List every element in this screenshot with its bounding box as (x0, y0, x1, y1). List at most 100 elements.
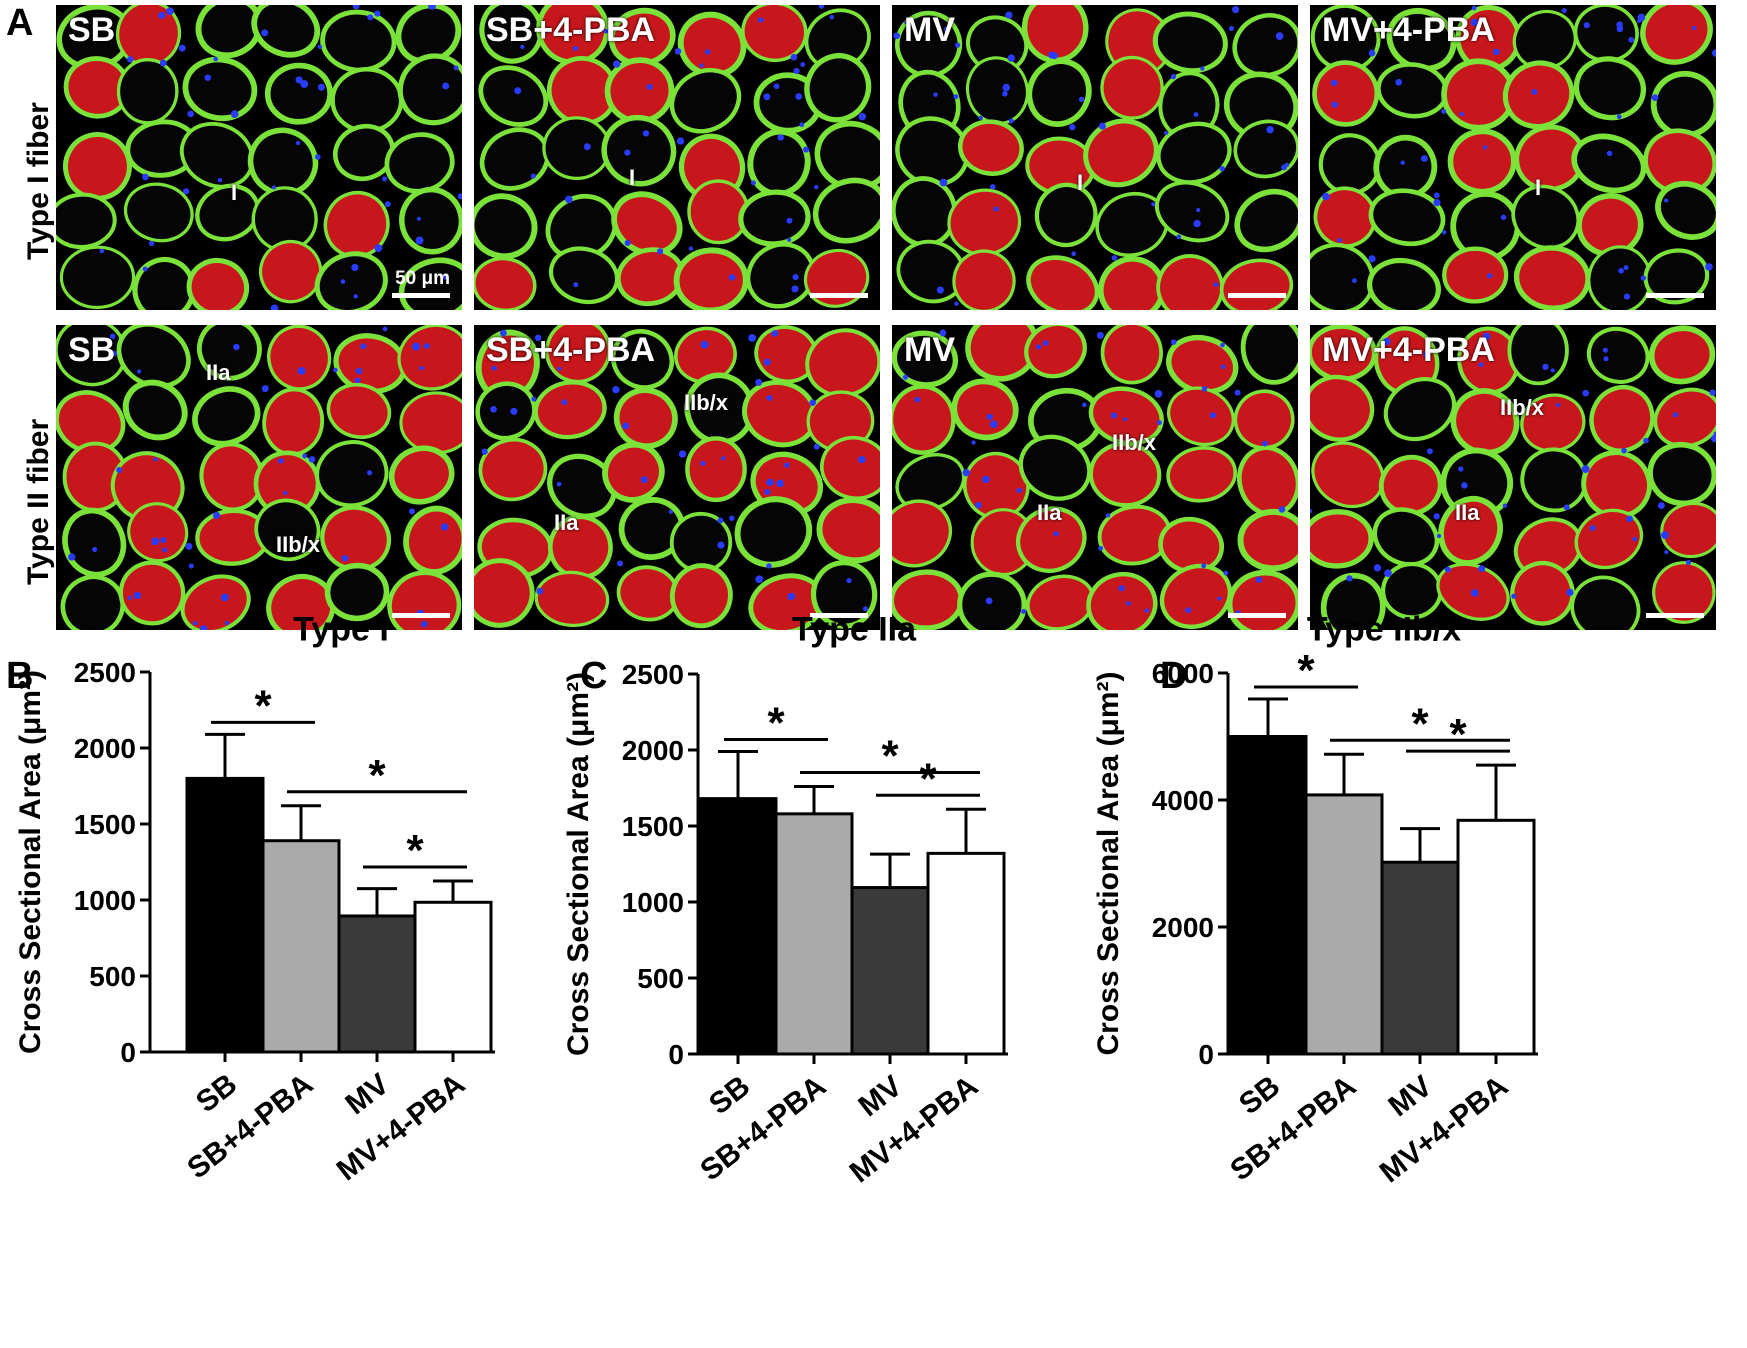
nucleus (766, 478, 774, 487)
unstained-fiber (247, 127, 319, 197)
micrograph-type-i-mv: MV I (892, 5, 1298, 310)
unstained-fiber (474, 193, 538, 260)
nucleus (440, 523, 449, 531)
stained-fiber (1024, 325, 1087, 379)
nucleus (1400, 160, 1405, 165)
nucleus (213, 511, 221, 520)
bar (1228, 735, 1308, 1056)
nucleus (408, 508, 416, 515)
stained-fiber (1026, 255, 1100, 310)
nucleus (668, 509, 673, 514)
significance-star: * (919, 754, 937, 803)
nucleus (1606, 150, 1613, 157)
nucleus (1492, 48, 1500, 56)
nucleus (962, 468, 971, 477)
nucleus (1433, 192, 1440, 199)
stained-fiber (1086, 571, 1158, 630)
unstained-fiber (548, 246, 620, 305)
chart-panel-b: Type I Cross Sectional Area (μm²) 0 500 1000… (0, 611, 580, 1343)
nucleus (297, 367, 306, 375)
nucleus (137, 369, 142, 374)
nucleus (116, 466, 123, 473)
unstained-fiber (251, 5, 321, 58)
fiber-label: IIa (1037, 500, 1062, 525)
nucleus (1711, 434, 1716, 443)
nucleus (1487, 273, 1493, 279)
nucleus (1458, 466, 1464, 472)
nucleus (1556, 402, 1561, 408)
panel-letter-b: B (6, 655, 34, 697)
x-tick-label: SB (190, 1068, 243, 1120)
stained-fiber (267, 325, 332, 391)
x-tick-label: MV (340, 1068, 396, 1122)
unstained-fiber (601, 114, 677, 187)
unstained-fiber (810, 560, 878, 629)
nucleus (536, 587, 544, 595)
nucleus (766, 394, 773, 401)
nucleus (717, 541, 725, 549)
nucleus (302, 453, 308, 459)
nucleus (1500, 214, 1507, 220)
nucleus (1420, 155, 1428, 162)
bar (698, 797, 778, 1056)
stained-fiber (388, 445, 455, 505)
nucleus (624, 149, 631, 156)
unstained-fiber (1570, 575, 1641, 630)
nucleus (308, 456, 316, 463)
y-tick-label: 2000 (622, 735, 684, 766)
nucleus (914, 396, 921, 403)
stained-fiber (478, 437, 548, 502)
nucleus (640, 476, 648, 484)
y-tick-label: 0 (668, 1039, 684, 1070)
nucleus (1664, 550, 1669, 555)
nucleus (814, 184, 819, 190)
nucleus (1170, 73, 1177, 80)
nucleus (1628, 36, 1635, 43)
stained-fiber (1310, 374, 1375, 442)
nucleus (99, 248, 105, 254)
nucleus (1310, 508, 1313, 514)
nucleus (415, 236, 424, 245)
nucleus (1118, 585, 1125, 592)
nucleus (193, 620, 198, 626)
nucleus (341, 554, 349, 562)
nucleus (766, 563, 772, 569)
nucleus (1200, 66, 1205, 71)
nucleus (1637, 19, 1642, 24)
nucleus (1082, 402, 1087, 408)
significance-star: * (881, 731, 899, 780)
nucleus (1123, 417, 1128, 422)
nucleus (1561, 8, 1567, 14)
y-tick-label: 1500 (74, 809, 136, 840)
scale-bar (810, 293, 868, 298)
nucleus (1110, 412, 1118, 419)
nucleus (1461, 482, 1468, 489)
unstained-fiber (734, 496, 813, 568)
nucleus (300, 80, 309, 89)
unstained-fiber (330, 67, 404, 134)
stained-fiber (323, 190, 390, 259)
unstained-fiber (1155, 180, 1230, 243)
stained-fiber (186, 258, 250, 310)
nucleus (142, 266, 148, 272)
nucleus (1664, 198, 1669, 203)
nucleus (953, 94, 959, 100)
fiber-label: I (231, 180, 238, 205)
stained-fiber (1447, 128, 1517, 195)
stained-fiber (474, 256, 537, 310)
nucleus (360, 343, 367, 350)
nucleus (795, 93, 803, 100)
nucleus (954, 42, 961, 48)
stained-fiber (1159, 563, 1232, 629)
fiber-label: IIb/x (1500, 395, 1545, 420)
stained-fiber (1502, 60, 1575, 130)
nucleus (270, 304, 279, 310)
nucleus (1470, 589, 1479, 597)
nucleus (728, 274, 736, 281)
unstained-fiber (895, 453, 966, 512)
stained-fiber (1510, 561, 1575, 626)
stained-fiber (1167, 386, 1235, 447)
nucleus (1002, 91, 1008, 97)
nucleus (367, 14, 374, 21)
nucleus (1096, 331, 1104, 339)
